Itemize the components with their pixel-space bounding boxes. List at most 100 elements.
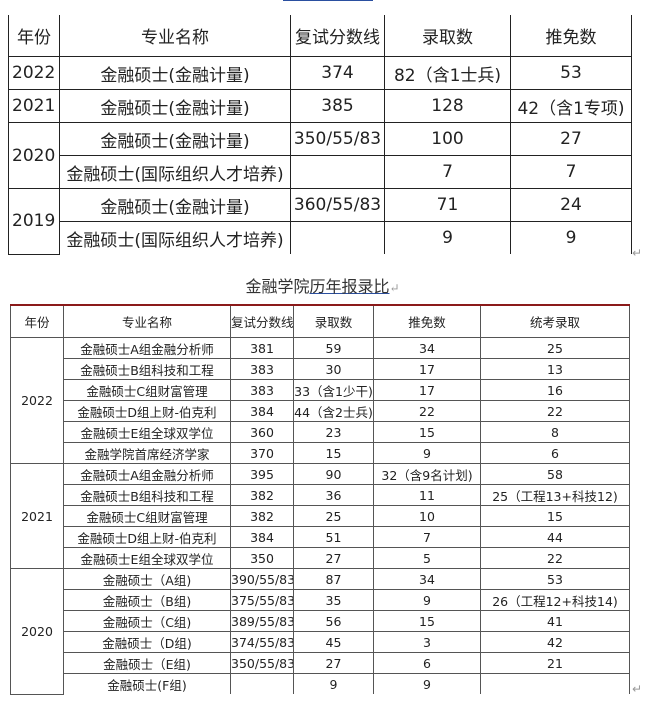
table-cell: 金融硕士B组科技和工程 <box>63 484 231 506</box>
table-cell: 6 <box>480 442 630 464</box>
table-cell <box>480 673 630 694</box>
table-cell: 24 <box>510 188 632 222</box>
table-cell: 370 <box>230 442 294 464</box>
column-header: 复试分数线 <box>230 304 294 338</box>
table-cell: 44 <box>480 526 630 548</box>
table-cell: 金融硕士A组金融分析师 <box>63 337 231 359</box>
table-cell: 360/55/83 <box>290 188 385 222</box>
header-row: 年份 专业名称 复试分数线 录取数 推免数 统考录取 <box>10 304 630 338</box>
table-cell: 381 <box>230 337 294 359</box>
table-cell: 9 <box>510 221 632 254</box>
column-header: 统考录取 <box>480 304 630 338</box>
table-cell: 金融硕士(金融计量) <box>59 188 291 222</box>
admission-table-financial-econometrics: 年份 专业名称 复试分数线 录取数 推免数 2022 金融硕士(金融计量) 374 82（含1士… <box>8 15 632 255</box>
table-cell: 390/55/83 <box>230 568 294 590</box>
column-header: 推免数 <box>373 304 481 338</box>
table-row: 金融硕士C组财富管理 382 25 10 15 <box>11 505 630 527</box>
table-cell: 21 <box>480 652 630 674</box>
table-cell: 15 <box>373 421 481 443</box>
table-row: 金融硕士（D组) 374/55/83 45 3 42 <box>11 631 630 653</box>
table-cell: 82（含1士兵) <box>384 56 511 90</box>
table-cell: 金融硕士(金融计量) <box>59 122 291 156</box>
table-row: 金融硕士B组科技和工程 382 36 11 25（工程13+科技12) <box>11 484 630 506</box>
table-cell: 9 <box>373 442 481 464</box>
table-cell: 383 <box>230 379 294 401</box>
table-cell: 30 <box>293 358 374 380</box>
table-cell: 10 <box>373 505 481 527</box>
table-cell: 36 <box>293 484 374 506</box>
table-row: 金融硕士(国际组织人才培养) 7 7 <box>9 155 632 189</box>
table-cell: 9 <box>373 589 481 611</box>
table-cell: 71 <box>384 188 511 222</box>
table-cell: 9 <box>373 673 481 694</box>
table-cell: 382 <box>230 505 294 527</box>
table-row: 2020 金融硕士(金融计量) 350/55/83 100 27 <box>8 122 632 189</box>
table-cell: 7 <box>373 526 481 548</box>
column-header: 年份 <box>8 15 60 57</box>
table-cell: 15 <box>293 442 374 464</box>
column-header: 推免数 <box>510 15 632 57</box>
year-cell: 2019 <box>8 188 60 255</box>
table-row: 金融硕士C组财富管理 383 33（含1少干) 17 16 <box>11 379 630 401</box>
table-cell: 44（含2士兵) <box>293 400 374 422</box>
table-cell <box>290 221 385 254</box>
column-header: 录取数 <box>384 15 511 57</box>
table-cell: 11 <box>373 484 481 506</box>
top-link-underline <box>283 0 373 1</box>
table-cell: 金融硕士(金融计量) <box>59 56 291 90</box>
table-cell: 17 <box>373 379 481 401</box>
table-cell: 23 <box>293 421 374 443</box>
table-cell: 金融硕士C组财富管理 <box>63 379 231 401</box>
table-cell: 金融硕士(F组) <box>63 673 231 694</box>
table-cell: 56 <box>293 610 374 632</box>
table-cell: 16 <box>480 379 630 401</box>
table-row: 金融硕士（B组) 375/55/83 35 9 26（工程12+科技14) <box>11 589 630 611</box>
column-header: 录取数 <box>293 304 374 338</box>
table-cell: 27 <box>293 652 374 674</box>
table-row: 2020 金融硕士（A组) 390/55/83 87 34 53 <box>10 568 630 695</box>
table-row: 金融硕士D组上财-伯克利 384 51 7 44 <box>11 526 630 548</box>
table-cell: 9 <box>293 673 374 694</box>
column-header: 复试分数线 <box>290 15 385 57</box>
table-cell: 金融硕士B组科技和工程 <box>63 358 231 380</box>
table-cell: 34 <box>373 337 481 359</box>
table-row: 金融硕士(F组) 9 9 <box>11 673 630 694</box>
table-cell: 32（含9名计划) <box>373 463 481 485</box>
table-cell: 3 <box>373 631 481 653</box>
table-row: 2022 金融硕士A组金融分析师 381 59 34 25 <box>10 337 630 464</box>
table-row: 2019 金融硕士(金融计量) 360/55/83 71 24 <box>8 188 632 255</box>
table-cell: 87 <box>293 568 374 590</box>
table-cell: 6 <box>373 652 481 674</box>
table-cell: 5 <box>373 547 481 569</box>
table-cell: 金融硕士（E组) <box>63 652 231 674</box>
table-cell: 15 <box>373 610 481 632</box>
table-cell: 金融硕士E组全球双学位 <box>63 421 231 443</box>
table-cell: 25 <box>480 337 630 359</box>
table-row: 金融学院首席经济学家 370 15 9 6 <box>11 442 630 464</box>
table-cell: 金融硕士D组上财-伯克利 <box>63 526 231 548</box>
caption-prefix: 金融学院 <box>245 277 310 296</box>
table-cell: 金融硕士(金融计量) <box>59 89 291 123</box>
caption: 金融学院历年报录比↵ <box>0 273 645 297</box>
table-cell: 395 <box>230 463 294 485</box>
caption-link[interactable]: 历年报录比 <box>309 277 390 296</box>
table-cell: 59 <box>293 337 374 359</box>
paragraph-mark-icon: ↵ <box>632 682 643 696</box>
table-cell: 22 <box>480 547 630 569</box>
table-cell: 350/55/83 <box>290 122 385 156</box>
table-cell: 27 <box>293 547 374 569</box>
table-cell: 350 <box>230 547 294 569</box>
table-row: 2021 金融硕士A组金融分析师 395 90 32（含9名计划) 58 <box>10 463 630 569</box>
table-row: 金融硕士E组全球双学位 360 23 15 8 <box>11 421 630 443</box>
table-cell: 384 <box>230 400 294 422</box>
year-cell: 2020 <box>10 568 64 695</box>
table-row: 2021 金融硕士(金融计量) 385 128 42（含1专项) <box>8 89 632 123</box>
table-cell <box>230 673 294 694</box>
table-row: 金融硕士B组科技和工程 383 30 17 13 <box>11 358 630 380</box>
table-row: 金融硕士(国际组织人才培养) 9 9 <box>9 221 632 254</box>
year-cell: 2022 <box>8 56 60 90</box>
table-cell: 34 <box>373 568 481 590</box>
table-cell: 金融硕士E组全球双学位 <box>63 547 231 569</box>
table-cell: 53 <box>510 56 632 90</box>
table-cell: 金融硕士（D组) <box>63 631 231 653</box>
